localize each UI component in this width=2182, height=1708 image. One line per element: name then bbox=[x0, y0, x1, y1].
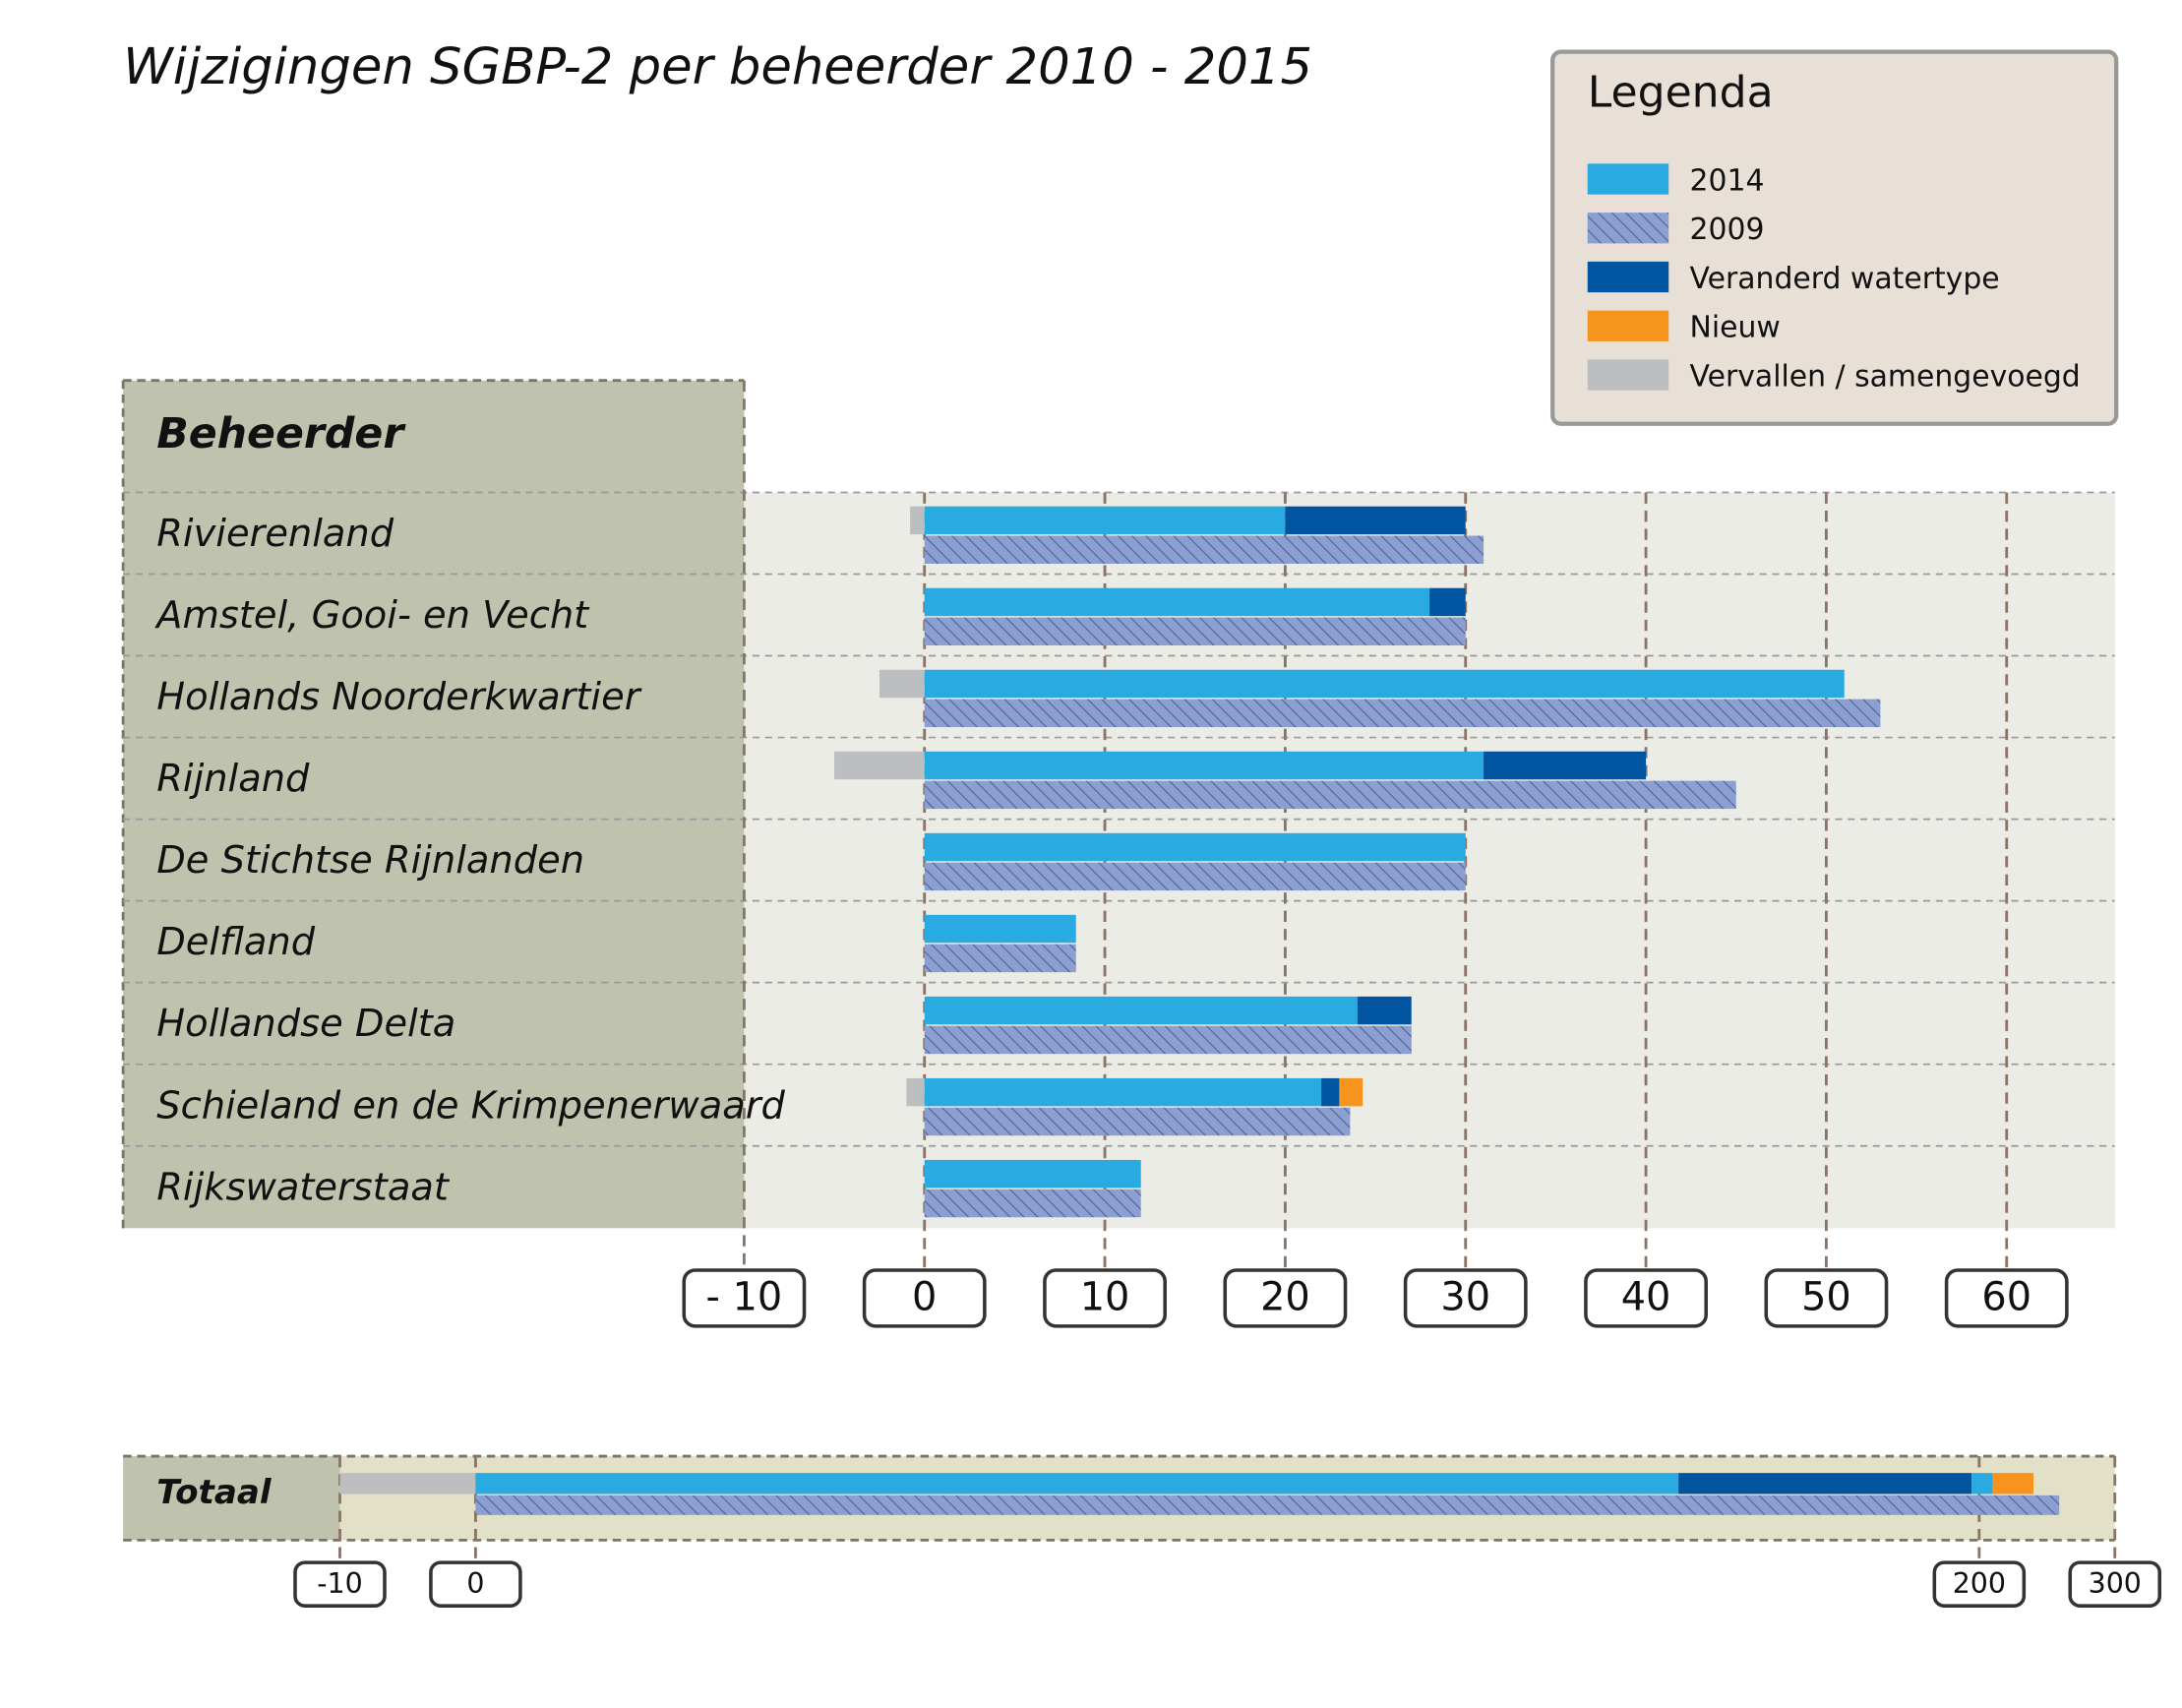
legend-box bbox=[1550, 49, 2119, 426]
legend-label: 2014 bbox=[1690, 163, 1765, 198]
removed-bar bbox=[834, 751, 925, 780]
legend-label: 2009 bbox=[1690, 213, 1765, 247]
tick-box bbox=[2068, 1560, 2162, 1608]
total-tick-label: 200 bbox=[1953, 1567, 2006, 1600]
tick-box bbox=[293, 1560, 387, 1608]
legend-swatch bbox=[1587, 261, 1669, 293]
legend-swatch bbox=[1587, 163, 1669, 195]
bar-segment bbox=[924, 751, 1485, 780]
previous-bar bbox=[924, 1107, 1351, 1136]
tick-box bbox=[1403, 1268, 1528, 1328]
tick-box bbox=[1764, 1268, 1889, 1328]
x-tick-label: 10 bbox=[1080, 1274, 1130, 1319]
legend-label: Veranderd watertype bbox=[1690, 262, 2000, 296]
tick-box bbox=[682, 1268, 807, 1328]
tick-box bbox=[1043, 1268, 1167, 1328]
x-tick-label: 30 bbox=[1440, 1274, 1490, 1319]
tick-box bbox=[862, 1268, 987, 1328]
previous-bar bbox=[924, 1025, 1412, 1055]
total-label: Totaal bbox=[156, 1473, 273, 1512]
legend-title: Legenda bbox=[1588, 68, 1774, 118]
category-panel bbox=[123, 380, 745, 1229]
total-tick-label: -10 bbox=[317, 1567, 362, 1600]
category-label: Amstel, Gooi- en Vecht bbox=[153, 593, 590, 638]
x-tick-label: 60 bbox=[1981, 1274, 2031, 1319]
total-bar-segment bbox=[1971, 1473, 1993, 1494]
total-removed-bar bbox=[339, 1473, 476, 1494]
tick-box bbox=[1223, 1268, 1348, 1328]
total-bar-segment bbox=[1992, 1473, 2033, 1494]
previous-bar bbox=[924, 780, 1736, 810]
category-label: Hollandse Delta bbox=[156, 1002, 455, 1046]
bar-segment bbox=[924, 506, 1286, 535]
category-label: Schieland en de Krimpenerwaard bbox=[156, 1083, 785, 1128]
total-bar-segment bbox=[475, 1473, 1679, 1494]
bar-segment bbox=[924, 832, 1466, 862]
bar-segment bbox=[924, 669, 1845, 699]
bar-segment bbox=[1339, 1077, 1364, 1107]
total-bar-segment bbox=[1678, 1473, 1972, 1494]
removed-bar bbox=[906, 1077, 925, 1107]
removed-bar bbox=[910, 506, 925, 535]
removed-bar bbox=[879, 669, 925, 699]
x-tick-label: 50 bbox=[1801, 1274, 1851, 1319]
tick-box bbox=[1944, 1268, 2069, 1328]
bar-segment bbox=[924, 996, 1358, 1025]
category-label: Rijnland bbox=[156, 757, 310, 801]
tick-box bbox=[1584, 1268, 1708, 1328]
bar-segment bbox=[1357, 996, 1412, 1025]
tick-box bbox=[429, 1560, 522, 1608]
legend-swatch bbox=[1587, 213, 1669, 244]
category-label: Rijkswaterstaat bbox=[156, 1165, 451, 1209]
previous-bar bbox=[924, 1189, 1141, 1218]
legend-label: Nieuw bbox=[1690, 311, 1781, 345]
bar-segment bbox=[1321, 1077, 1340, 1107]
total-panel bbox=[123, 1456, 340, 1541]
bar-segment bbox=[924, 1159, 1141, 1189]
category-label: Rivierenland bbox=[156, 512, 394, 556]
total-tick-label: 300 bbox=[2089, 1567, 2142, 1600]
x-tick-label: - 10 bbox=[706, 1274, 783, 1319]
category-label: Hollands Noorderkwartier bbox=[156, 675, 641, 719]
bar-segment bbox=[1429, 587, 1466, 617]
bar-segment bbox=[924, 587, 1430, 617]
total-previous-bar bbox=[475, 1494, 2060, 1515]
x-tick-label: 0 bbox=[912, 1274, 937, 1319]
legend-label: Vervallen / samengevoegd bbox=[1690, 359, 2081, 394]
bar-segment bbox=[1484, 751, 1647, 780]
previous-bar bbox=[924, 944, 1076, 973]
legend-swatch bbox=[1587, 359, 1669, 391]
bar-segment bbox=[924, 1077, 1322, 1107]
previous-bar bbox=[924, 699, 1881, 728]
x-tick-label: 20 bbox=[1260, 1274, 1310, 1319]
tick-box bbox=[1932, 1560, 2027, 1608]
total-tick-label: 0 bbox=[466, 1567, 484, 1600]
previous-bar bbox=[924, 862, 1466, 891]
previous-bar bbox=[924, 617, 1466, 646]
legend-swatch bbox=[1587, 310, 1669, 341]
category-label: Delfland bbox=[156, 920, 315, 964]
bar-segment bbox=[1285, 506, 1466, 535]
category-label: De Stichtse Rijnlanden bbox=[156, 838, 584, 883]
bar-segment bbox=[924, 914, 1076, 944]
axis-title: Beheerder bbox=[156, 409, 406, 458]
x-tick-label: 40 bbox=[1621, 1274, 1671, 1319]
previous-bar bbox=[924, 535, 1485, 564]
chart-title: Wijzigingen SGBP-2 per beheerder 2010 - … bbox=[123, 37, 1312, 96]
